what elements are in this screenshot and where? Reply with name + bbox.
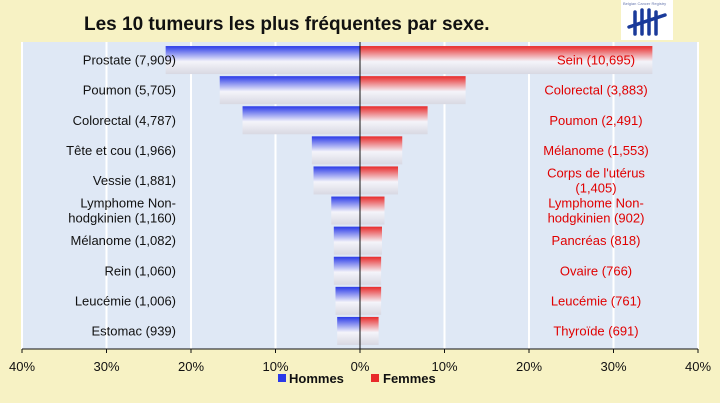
bar-hommes [311,136,360,165]
femmes-category-label-line: Lymphome Non- [548,196,644,211]
legend-swatch-hommes [278,374,286,382]
bar-hommes [333,256,360,285]
hommes-bars [165,46,360,345]
hommes-category-label: Mélanome (1,082) [71,233,177,248]
femmes-category-label-line: Mélanome (1,553) [543,143,649,158]
hommes-category-label: Tête et cou (1,966) [66,143,176,158]
legend-label-hommes: Hommes [289,371,344,386]
femmes-labels: Sein (10,695) Colorectal (3,883) Poumon (2… [543,53,649,339]
hommes-category-label-line: Prostate (7,909) [83,53,176,68]
hommes-labels: Prostate (7,909) Poumon (5,705) Colorectal… [66,53,176,339]
femmes-category-label: Ovaire (766) [560,263,632,278]
bar-hommes [337,316,360,345]
femmes-category-label: Thyroïde (691) [553,323,638,338]
femmes-category-label: Lymphome Non-hodgkinien (902) [548,196,645,226]
hommes-category-label: Prostate (7,909) [83,53,176,68]
bar-femmes [360,46,653,75]
femmes-category-label-line: Colorectal (3,883) [544,83,647,98]
bar-hommes [333,226,360,255]
tick-label: 0% [351,359,370,374]
femmes-category-label-line: Sein (10,695) [557,53,635,68]
bar-femmes [360,136,403,165]
x-axis-ticks: 40% 30% 20% 10% 0% 10% 20% 30% 40% [9,349,711,374]
femmes-category-label: Leucémie (761) [551,293,641,308]
bar-femmes [360,166,399,195]
femmes-category-label: Colorectal (3,883) [544,83,647,98]
femmes-category-label-line: Ovaire (766) [560,263,632,278]
femmes-category-label-line: Poumon (2,491) [549,113,642,128]
hommes-category-label-line: Rein (1,060) [104,263,176,278]
femmes-category-label-line: Pancréas (818) [552,233,641,248]
hommes-category-label: Poumon (5,705) [83,83,176,98]
bar-hommes [313,166,360,195]
bar-femmes [360,286,382,315]
femmes-category-label: Pancréas (818) [552,233,641,248]
hommes-category-label-line: Poumon (5,705) [83,83,176,98]
logo-caption: Belgian Cancer Registry [623,1,667,6]
bar-femmes [360,196,385,225]
femmes-category-label-line: Corps de l'utérus [547,165,645,180]
hommes-category-label: Estomac (939) [91,323,176,338]
hommes-category-label-line: hodgkinien (1,160) [68,211,176,226]
bar-femmes [360,106,428,135]
hommes-category-label-line: Vessie (1,881) [93,173,176,188]
hommes-category-label: Leucémie (1,006) [75,293,176,308]
bar-femmes [360,256,382,285]
femmes-category-label: Mélanome (1,553) [543,143,649,158]
tick-label: 40% [685,359,711,374]
femmes-category-label: Corps de l'utérus (1,405) [547,165,645,195]
bar-hommes [165,46,360,75]
femmes-category-label-line: hodgkinien (902) [548,211,645,226]
femmes-category-label-line: Leucémie (761) [551,293,641,308]
bar-hommes [219,76,360,105]
hommes-category-label-line: Estomac (939) [91,323,176,338]
hommes-category-label: Rein (1,060) [104,263,176,278]
femmes-category-label-line: Thyroïde (691) [553,323,638,338]
bar-femmes [360,76,466,105]
bar-hommes [331,196,360,225]
legend: Hommes Femmes [278,371,436,386]
tally-marks-icon [627,8,667,36]
hommes-category-label-line: Leucémie (1,006) [75,293,176,308]
tick-label: 10% [431,359,457,374]
logo: Belgian Cancer Registry [621,0,673,40]
bar-hommes [242,106,360,135]
hommes-category-label: Colorectal (4,787) [73,113,176,128]
legend-swatch-femmes [371,374,379,382]
bar-femmes [360,226,382,255]
hommes-category-label: Vessie (1,881) [93,173,176,188]
tick-label: 40% [9,359,35,374]
legend-label-femmes: Femmes [383,371,436,386]
femmes-bars [360,46,653,345]
femmes-category-label: Poumon (2,491) [549,113,642,128]
chart-title: Les 10 tumeurs les plus fréquentes par s… [84,14,490,35]
hommes-category-label-line: Mélanome (1,082) [71,233,177,248]
femmes-category-label-line: (1,405) [575,180,616,195]
hommes-category-label-line: Lymphome Non- [80,196,176,211]
tick-label: 20% [516,359,542,374]
hommes-category-label-line: Colorectal (4,787) [73,113,176,128]
hommes-category-label: Lymphome Non-hodgkinien (1,160) [68,196,176,226]
bar-femmes [360,316,379,345]
bar-hommes [335,286,360,315]
tick-label: 10% [262,359,288,374]
hommes-category-label-line: Tête et cou (1,966) [66,143,176,158]
tick-label: 30% [600,359,626,374]
tick-label: 30% [93,359,119,374]
femmes-category-label: Sein (10,695) [557,53,635,68]
tick-label: 20% [178,359,204,374]
